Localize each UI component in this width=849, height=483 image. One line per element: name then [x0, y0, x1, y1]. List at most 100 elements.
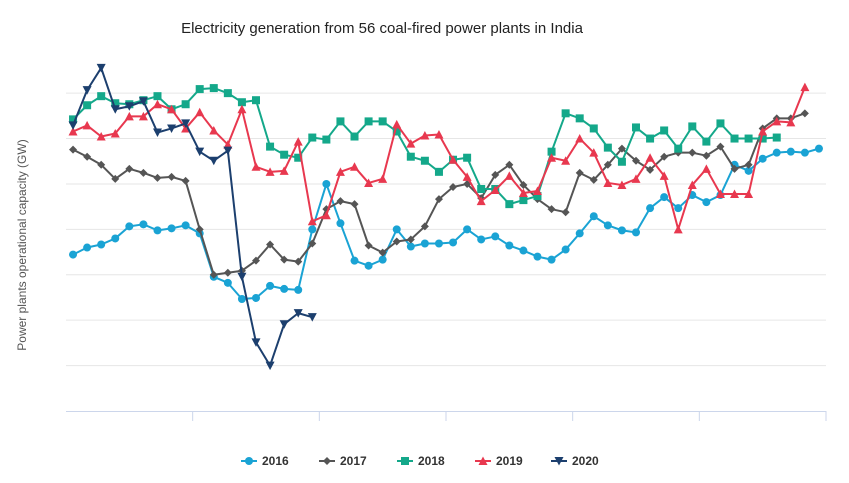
data-point-2019-50[interactable]: [758, 126, 768, 136]
data-point-2017-39[interactable]: [603, 160, 612, 169]
data-point-2020-3[interactable]: [96, 63, 106, 73]
data-point-2017-3[interactable]: [97, 160, 106, 169]
data-point-2016-5[interactable]: [125, 222, 134, 231]
data-point-2019-42[interactable]: [645, 153, 655, 162]
data-point-2019-21[interactable]: [350, 162, 360, 171]
data-point-2019-18[interactable]: [307, 216, 317, 226]
data-point-2017-23[interactable]: [378, 248, 387, 257]
data-point-2017-10[interactable]: [195, 225, 204, 234]
data-point-2020-2[interactable]: [82, 86, 92, 95]
data-point-2017-8[interactable]: [167, 172, 176, 181]
data-point-2017-15[interactable]: [266, 240, 275, 249]
data-point-2019-41[interactable]: [631, 174, 641, 183]
data-point-2020-13[interactable]: [237, 272, 247, 282]
data-point-2016-44[interactable]: [674, 204, 683, 213]
data-point-2017-28[interactable]: [449, 182, 458, 191]
legend-item-2020[interactable]: 2020: [551, 454, 599, 468]
data-point-2017-1[interactable]: [69, 145, 78, 154]
data-point-2020-14[interactable]: [251, 338, 261, 347]
data-point-2018-22[interactable]: [364, 117, 373, 126]
data-point-2019-49[interactable]: [744, 189, 754, 199]
data-point-2018-12[interactable]: [223, 89, 232, 98]
data-point-2017-49[interactable]: [744, 160, 753, 169]
data-point-2020-7[interactable]: [152, 128, 162, 137]
data-point-2019-8[interactable]: [167, 104, 177, 114]
data-point-2019-16[interactable]: [279, 166, 289, 175]
data-point-2017-45[interactable]: [688, 148, 697, 157]
data-point-2018-39[interactable]: [603, 143, 612, 152]
data-point-2016-9[interactable]: [181, 221, 190, 230]
data-point-2018-43[interactable]: [660, 126, 669, 135]
data-point-2017-47[interactable]: [716, 142, 725, 151]
data-point-2016-19[interactable]: [322, 179, 331, 188]
data-point-2019-46[interactable]: [701, 164, 711, 173]
data-point-2019-28[interactable]: [448, 155, 458, 164]
data-point-2019-37[interactable]: [575, 134, 585, 143]
data-point-2019-11[interactable]: [209, 125, 219, 135]
data-point-2019-44[interactable]: [673, 224, 683, 234]
data-point-2016-33[interactable]: [519, 246, 528, 255]
data-point-2017-37[interactable]: [575, 168, 584, 177]
data-point-2016-20[interactable]: [336, 219, 345, 228]
data-point-2020-1[interactable]: [68, 121, 78, 130]
data-point-2016-51[interactable]: [772, 148, 781, 157]
data-point-2019-36[interactable]: [561, 156, 571, 165]
data-point-2016-36[interactable]: [561, 245, 570, 254]
data-point-2019-30[interactable]: [476, 196, 486, 206]
data-point-2018-2[interactable]: [83, 101, 92, 110]
data-point-2019-39[interactable]: [603, 178, 613, 187]
data-point-2017-38[interactable]: [589, 175, 598, 184]
data-point-2018-51[interactable]: [772, 133, 781, 142]
data-point-2019-47[interactable]: [715, 189, 725, 199]
data-point-2018-16[interactable]: [280, 150, 289, 159]
data-point-2016-53[interactable]: [800, 148, 809, 157]
data-point-2018-30[interactable]: [477, 185, 486, 193]
data-point-2018-13[interactable]: [237, 98, 246, 107]
data-point-2016-24[interactable]: [392, 225, 401, 234]
data-point-2019-3[interactable]: [96, 132, 106, 141]
data-point-2017-20[interactable]: [336, 197, 345, 206]
data-point-2017-14[interactable]: [252, 256, 260, 265]
data-point-2019-10[interactable]: [195, 107, 205, 117]
data-point-2016-49[interactable]: [744, 166, 753, 175]
data-point-2018-18[interactable]: [308, 133, 317, 142]
data-point-2020-9[interactable]: [181, 119, 191, 128]
data-point-2017-2[interactable]: [83, 152, 92, 161]
data-point-2017-17[interactable]: [294, 257, 303, 266]
data-point-2018-14[interactable]: [252, 96, 260, 105]
data-point-2018-49[interactable]: [744, 134, 753, 143]
legend-item-2019[interactable]: 2019: [475, 454, 523, 468]
data-point-2018-37[interactable]: [575, 114, 584, 123]
data-point-2019-52[interactable]: [786, 117, 796, 127]
data-point-2016-23[interactable]: [378, 255, 387, 264]
data-point-2018-20[interactable]: [336, 117, 345, 126]
data-point-2020-15[interactable]: [265, 361, 275, 371]
data-point-2019-32[interactable]: [504, 171, 514, 180]
data-point-2016-3[interactable]: [97, 240, 106, 249]
data-point-2016-29[interactable]: [463, 225, 472, 234]
data-point-2020-11[interactable]: [209, 156, 219, 166]
data-point-2018-4[interactable]: [111, 99, 120, 108]
data-point-2016-12[interactable]: [223, 278, 232, 287]
data-point-2020-4[interactable]: [110, 105, 120, 114]
data-point-2019-23[interactable]: [378, 174, 388, 183]
data-point-2018-45[interactable]: [688, 122, 697, 131]
data-point-2018-40[interactable]: [617, 157, 626, 166]
data-point-2017-35[interactable]: [547, 205, 556, 214]
data-point-2019-25[interactable]: [406, 139, 416, 148]
data-point-2016-8[interactable]: [167, 224, 176, 233]
data-point-2016-40[interactable]: [617, 226, 626, 235]
data-point-2016-6[interactable]: [139, 220, 148, 229]
legend[interactable]: 2016 2017 2018 2019 2020: [241, 454, 599, 468]
data-point-2020-5[interactable]: [124, 102, 134, 111]
data-point-2020-18[interactable]: [307, 313, 317, 322]
data-point-2019-29[interactable]: [462, 172, 472, 181]
data-point-2019-9[interactable]: [181, 123, 191, 133]
data-point-2019-20[interactable]: [335, 167, 345, 176]
data-point-2017-32[interactable]: [505, 160, 514, 169]
data-point-2018-42[interactable]: [646, 134, 655, 143]
data-point-2017-18[interactable]: [308, 239, 317, 248]
data-point-2016-1[interactable]: [69, 250, 78, 259]
data-point-2019-40[interactable]: [617, 180, 627, 189]
data-point-2016-32[interactable]: [505, 241, 514, 250]
